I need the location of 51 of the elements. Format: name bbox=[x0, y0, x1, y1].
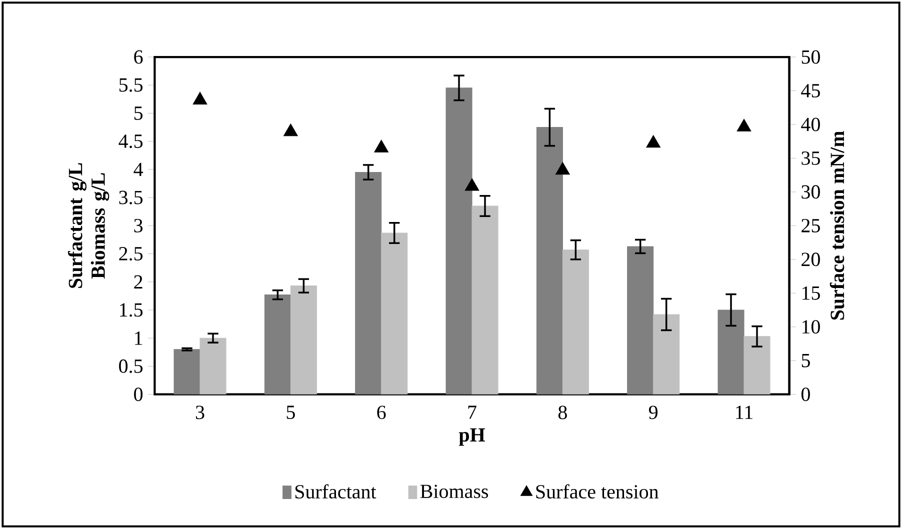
x-tick-label: 9 bbox=[648, 406, 658, 420]
y2-tick-label: 35 bbox=[802, 151, 820, 165]
y2-tick-label: 30 bbox=[802, 185, 820, 199]
y-tick-label: 0.5 bbox=[119, 359, 143, 374]
x-tick-label: 11 bbox=[736, 406, 752, 419]
x-axis-title: pH bbox=[458, 428, 486, 446]
legend-label: Surfactant bbox=[295, 484, 376, 499]
bar bbox=[472, 206, 498, 394]
y-tick-label: 1 bbox=[135, 332, 142, 345]
y-tick-label: 2.5 bbox=[119, 247, 143, 261]
x-tick-label: 6 bbox=[377, 406, 386, 420]
bar bbox=[290, 286, 317, 394]
y-tick-label: 5.5 bbox=[119, 78, 143, 92]
y2-tick-label: 10 bbox=[802, 320, 820, 334]
x-tick-label: 8 bbox=[558, 406, 567, 420]
y2-tick-label: 0 bbox=[801, 388, 810, 402]
y-tick-label: 4 bbox=[134, 162, 143, 176]
y-tick-label: 4.5 bbox=[118, 134, 143, 148]
point bbox=[646, 135, 661, 148]
y2-tick-label: 20 bbox=[802, 252, 820, 266]
y-tick-label: 2 bbox=[134, 275, 142, 289]
y2-axis-title: Surface tension mN/m bbox=[830, 131, 844, 320]
point bbox=[555, 162, 570, 175]
y-axis-title: Surfactant g/L Biomass g/L bbox=[68, 163, 110, 288]
point bbox=[736, 118, 752, 132]
y2-tick-label: 25 bbox=[802, 218, 820, 232]
x-tick-label: 7 bbox=[468, 406, 476, 419]
y2-tick-label: 40 bbox=[801, 118, 820, 132]
point bbox=[283, 124, 298, 136]
y-tick-label: 6 bbox=[134, 50, 143, 64]
bar bbox=[200, 338, 226, 394]
point bbox=[192, 92, 208, 104]
bar bbox=[653, 314, 680, 394]
legend-label: Biomass bbox=[420, 484, 488, 498]
y-tick-label: 3.5 bbox=[119, 190, 143, 204]
y-tick-label: 0 bbox=[134, 388, 143, 402]
x-tick-label: 3 bbox=[196, 406, 204, 420]
y-tick-label: 1.5 bbox=[120, 303, 143, 317]
y2-tick-label: 15 bbox=[802, 286, 820, 300]
y2-tick-label: 5 bbox=[802, 354, 810, 368]
x-tick-label: 5 bbox=[286, 406, 295, 419]
bar bbox=[562, 250, 589, 394]
bar bbox=[744, 336, 770, 394]
point bbox=[374, 140, 389, 152]
y2-tick-label: 50 bbox=[802, 50, 820, 64]
y2-tick-label: 45 bbox=[801, 84, 820, 98]
y-tick-label: 3 bbox=[134, 218, 143, 232]
bar bbox=[381, 232, 408, 394]
point bbox=[464, 178, 480, 191]
y-tick-label: 5 bbox=[134, 106, 143, 120]
legend-label: Surface tension bbox=[536, 484, 658, 499]
